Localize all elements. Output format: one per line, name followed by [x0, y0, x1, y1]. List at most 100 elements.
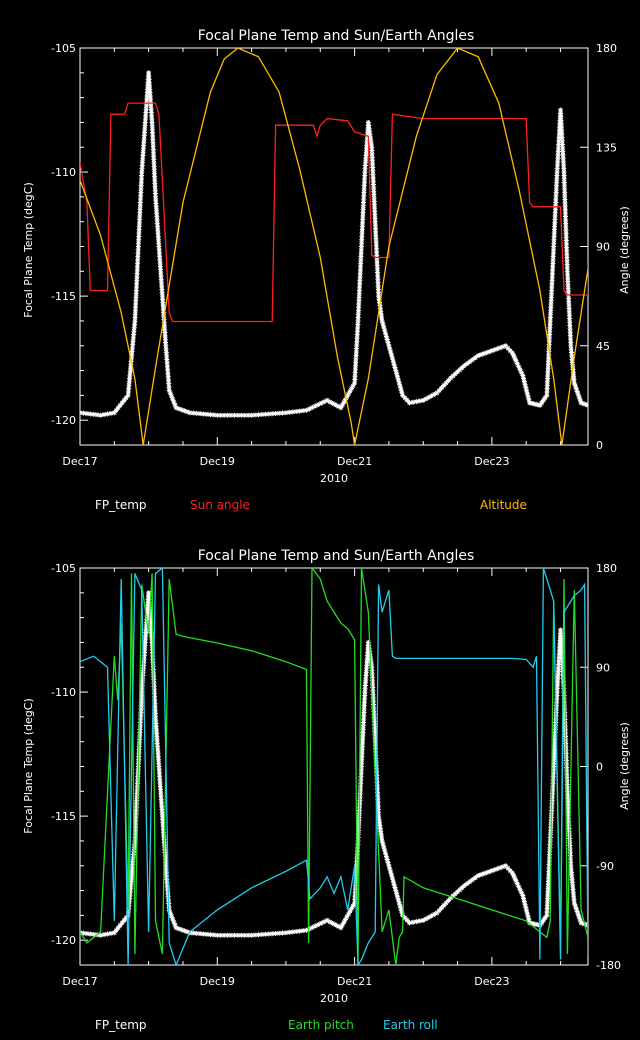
fp-temp-marker	[131, 325, 137, 331]
fp-temp-marker	[146, 593, 152, 599]
fp-temp-marker	[561, 703, 567, 709]
fp-temp-marker	[153, 714, 159, 720]
fp-temp-marker	[133, 304, 139, 310]
fp-temp-marker	[138, 196, 144, 202]
fp-temp-marker	[548, 294, 554, 300]
fp-temp-marker	[565, 278, 571, 284]
fp-temp-marker	[439, 905, 445, 911]
fp-temp-marker	[371, 708, 377, 714]
fp-temp-marker	[138, 706, 144, 712]
fp-temp-marker	[352, 373, 358, 379]
fp-temp-marker	[155, 747, 161, 753]
fp-temp-marker	[134, 267, 140, 273]
fp-temp-marker	[149, 639, 155, 645]
fp-temp-marker	[559, 648, 565, 654]
fp-temp-marker	[461, 883, 467, 889]
panel-earth-pitch-roll: Focal Plane Temp and Sun/Earth Angles Fo…	[22, 548, 631, 1032]
fp-temp-marker	[136, 220, 142, 226]
fp-temp-marker	[194, 930, 200, 936]
fp-temp-marker	[523, 905, 529, 911]
fp-temp-marker	[365, 119, 371, 125]
fp-temp-marker	[400, 392, 406, 398]
fp-temp-marker	[382, 847, 388, 853]
fp-temp-marker	[362, 696, 368, 702]
fp-temp-marker	[146, 590, 152, 596]
fp-temp-marker	[578, 400, 584, 406]
fp-temp-marker	[548, 308, 554, 314]
fp-temp-marker	[357, 787, 363, 793]
fp-temp-marker	[161, 320, 167, 326]
fp-temp-marker	[364, 143, 370, 149]
fp-temp-marker	[509, 870, 515, 876]
fp-temp-marker	[164, 363, 170, 369]
fp-temp-marker	[146, 596, 152, 602]
fp-temp-marker	[546, 858, 552, 864]
fp-temp-marker	[361, 716, 367, 722]
fp-temp-marker	[544, 379, 550, 385]
fp-temp-marker	[169, 393, 175, 399]
fp-temp-marker	[457, 367, 463, 373]
fp-temp-marker	[559, 661, 565, 667]
fp-temp-marker	[572, 383, 578, 389]
fp-temp-marker	[136, 223, 142, 229]
fp-temp-marker	[129, 345, 135, 351]
fp-temp-marker	[362, 162, 368, 168]
fp-temp-marker	[364, 653, 370, 659]
fp-temp-marker	[552, 740, 558, 746]
fp-temp-marker	[568, 866, 574, 872]
fp-temp-marker	[359, 750, 365, 756]
fp-temp-marker	[517, 887, 523, 893]
fp-temp-marker	[371, 718, 377, 724]
fp-temp-marker	[375, 280, 381, 286]
fp-temp-marker	[359, 227, 365, 233]
fp-temp-marker	[166, 384, 172, 390]
fp-temp-marker	[150, 143, 156, 149]
fp-temp-marker	[554, 699, 560, 705]
fp-temp-marker	[568, 336, 574, 342]
fp-temp-marker	[529, 920, 535, 926]
fp-temp-marker	[121, 917, 127, 923]
fp-temp-marker	[358, 257, 364, 263]
fp-temp-marker	[374, 259, 380, 265]
fp-temp-marker	[559, 655, 565, 661]
fp-temp-marker	[358, 777, 364, 783]
fp-temp-marker	[552, 743, 558, 749]
fp-temp-marker	[148, 626, 154, 632]
fp-temp-marker	[356, 301, 362, 307]
fp-temp-marker	[574, 388, 580, 394]
fp-temp-marker	[503, 343, 509, 349]
fp-temp-marker	[382, 850, 388, 856]
fp-temp-marker	[128, 882, 134, 888]
fp-temp-marker	[546, 862, 552, 868]
fp-temp-marker	[163, 866, 169, 872]
fp-temp-marker	[312, 923, 318, 929]
fp-temp-marker	[160, 820, 166, 826]
fp-temp-marker	[151, 157, 157, 163]
fp-temp-marker	[373, 756, 379, 762]
fp-temp-marker	[559, 138, 565, 144]
fp-temp-marker	[365, 129, 371, 135]
fp-temp-marker	[572, 903, 578, 909]
fp-temp-marker	[363, 679, 369, 685]
fp-temp-marker	[566, 826, 572, 832]
fp-temp-marker	[130, 335, 136, 341]
fp-temp-marker	[155, 224, 161, 230]
fp-temp-marker	[364, 663, 370, 669]
fp-temp-marker	[492, 867, 498, 873]
fp-temp-marker	[170, 396, 176, 402]
y-left-tick-label: -115	[51, 810, 76, 823]
fp-temp-marker	[363, 669, 369, 675]
fp-temp-marker	[388, 872, 394, 878]
fp-temp-marker	[133, 807, 139, 813]
fp-temp-marker	[548, 311, 554, 317]
fp-temp-marker	[566, 299, 572, 305]
fp-temp-marker	[358, 260, 364, 266]
fp-temp-marker	[561, 689, 567, 695]
fp-temp-marker	[159, 810, 165, 816]
fp-temp-marker	[221, 412, 227, 418]
fp-temp-marker	[125, 389, 131, 395]
fp-temp-marker	[135, 247, 141, 253]
fp-temp-marker	[558, 121, 564, 127]
fp-temp-marker	[392, 364, 398, 370]
